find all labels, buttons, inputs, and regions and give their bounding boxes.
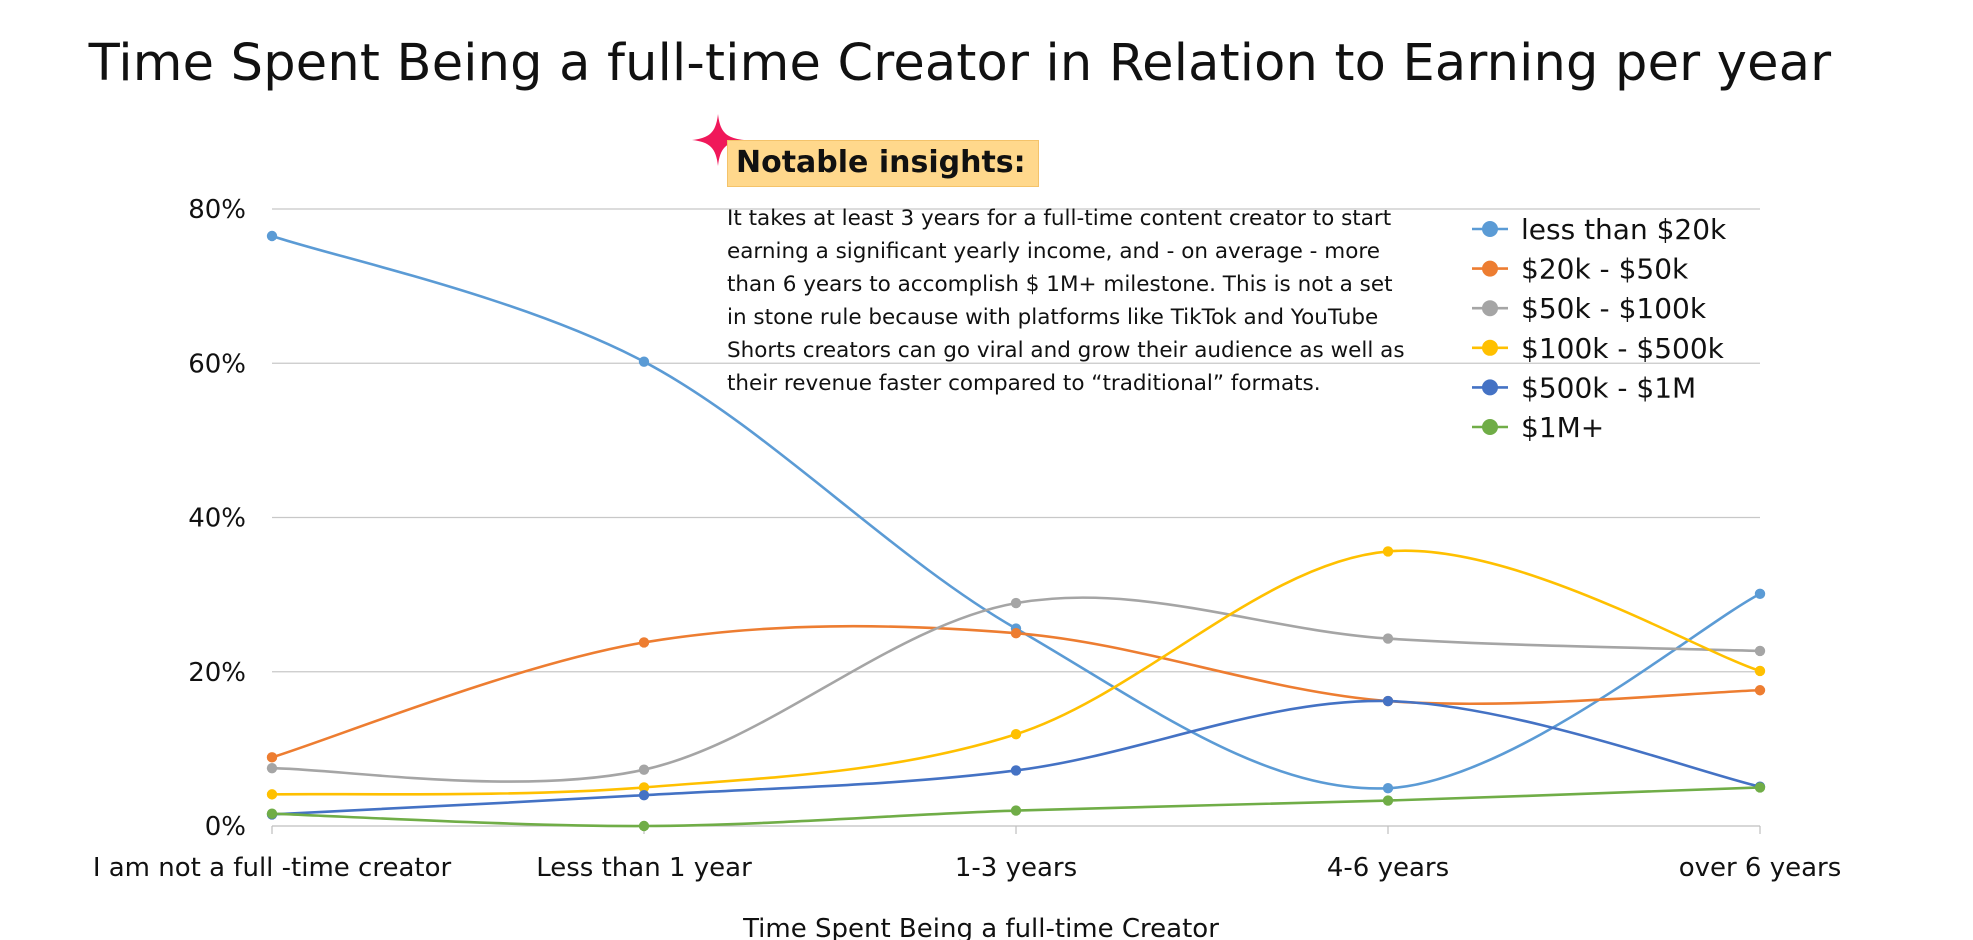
data-point: [1382, 546, 1394, 557]
data-point: [1754, 665, 1766, 677]
insights-heading: Notable insights:: [727, 140, 1039, 187]
x-axis-title: Time Spent Being a full-time Creator: [742, 914, 1219, 940]
data-point: [638, 789, 650, 801]
data-point: [266, 752, 278, 763]
data-point: [638, 820, 650, 832]
legend-label: $100k - $500k: [1521, 332, 1725, 365]
data-point: [638, 637, 650, 648]
chart-title: Time Spent Being a full-time Creator in …: [88, 34, 1832, 93]
legend-swatch-marker: [1482, 419, 1498, 435]
y-tick-label: 0%: [205, 812, 246, 842]
data-point: [1010, 597, 1022, 609]
data-point: [1010, 765, 1022, 776]
data-point: [638, 764, 650, 775]
legend-label: $500k - $1M: [1521, 371, 1696, 404]
series-line: [270, 549, 1762, 796]
y-axis-ticks: 0% 20% 40% 60% 80%: [188, 195, 246, 842]
data-point: [1382, 633, 1394, 644]
y-tick-label: 20%: [188, 658, 246, 688]
data-point: [1382, 795, 1394, 806]
data-point: [266, 230, 278, 242]
legend-swatch-marker: [1482, 260, 1498, 277]
x-tick-label: over 6 years: [1679, 853, 1842, 883]
data-point: [1754, 588, 1766, 600]
data-point: [1382, 783, 1394, 794]
data-point: [1382, 695, 1394, 707]
y-tick-label: 80%: [188, 195, 246, 225]
data-point: [266, 808, 278, 819]
x-tick-label: I am not a full -time creator: [93, 853, 452, 883]
series-line: [270, 699, 1762, 816]
series-markers: [266, 230, 1766, 832]
data-point: [1010, 627, 1022, 639]
legend-swatch-marker: [1482, 221, 1498, 237]
data-point: [1754, 782, 1766, 793]
legend-label: less than $20k: [1521, 213, 1727, 246]
legend: less than $20k $20k - $50k $50k - $100k $10…: [1472, 213, 1727, 444]
data-point: [266, 762, 278, 774]
data-point: [1754, 685, 1766, 696]
x-tick-label: 1-3 years: [955, 853, 1077, 883]
data-point: [1010, 805, 1022, 816]
sparkle-icon: [692, 114, 744, 166]
legend-swatch-marker: [1482, 379, 1498, 396]
insights-text: It takes at least 3 years for a full-tim…: [727, 206, 1405, 396]
y-tick-label: 60%: [188, 349, 246, 379]
x-tick-label: 4-6 years: [1327, 853, 1449, 883]
legend-swatch-marker: [1482, 339, 1498, 356]
legend-swatch-marker: [1482, 300, 1498, 317]
x-axis-ticks: I am not a full -time creator Less than 1…: [93, 826, 1841, 883]
data-point: [1010, 729, 1022, 740]
legend-label: $20k - $50k: [1521, 253, 1689, 286]
data-point: [638, 782, 650, 793]
data-point: [266, 789, 278, 800]
data-point: [1754, 645, 1766, 657]
data-point: [638, 356, 650, 367]
x-tick-label: Less than 1 year: [536, 853, 752, 883]
y-tick-label: 40%: [188, 504, 246, 534]
legend-label: $1M+: [1521, 411, 1604, 444]
legend-label: $50k - $100k: [1521, 292, 1707, 325]
